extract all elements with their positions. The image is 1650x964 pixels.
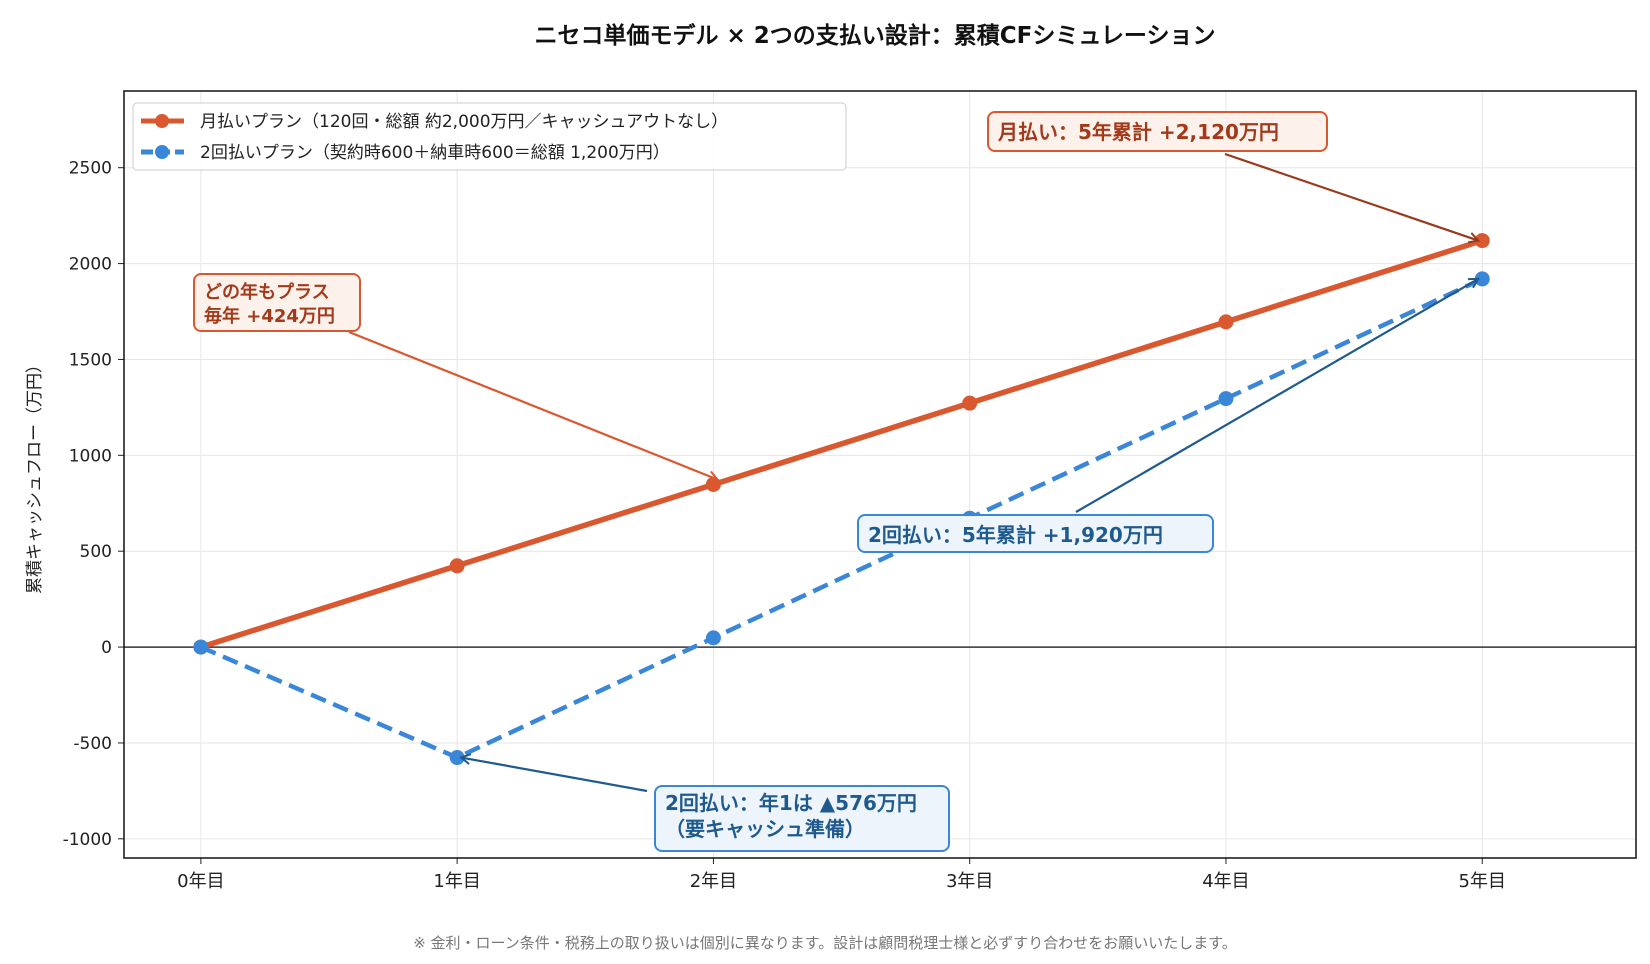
y-tick-label: 0 [101,638,112,658]
series-line-1 [199,276,1484,760]
annotation-arrow [348,330,717,479]
data-point [1218,314,1234,330]
data-point [193,639,209,655]
chart-title: ニセコ単価モデル × 2つの支払い設計：累積CFシミュレーション [535,22,1216,49]
y-tick-label: 2500 [69,159,112,179]
footnote: ※ 金利・ローン条件・税務上の取り扱いは個別に異なります。設計は顧問税理士様と必… [413,934,1237,952]
x-tick-label: 2年目 [690,871,737,892]
series-line-0 [200,237,1484,650]
annotation-box [193,273,361,332]
x-tick-label: 3年目 [946,871,993,892]
x-tick-label: 4年目 [1202,871,1249,892]
y-tick-label: 1000 [69,446,112,466]
y-tick-label: 500 [80,542,112,562]
legend-box [132,102,847,171]
data-point [449,558,465,574]
legend-marker [155,145,169,159]
annotation-box [857,514,1214,553]
y-tick-label: 2000 [69,255,112,275]
y-tick-label: -500 [73,734,112,754]
annotation-arrow [1075,279,1478,513]
annotation-box [654,785,950,852]
y-axis-label: 累積キャッシュフロー（万円） [25,356,45,594]
annotation-text: 毎年 +424万円 [204,305,335,327]
legend-label: 月払いプラン（120回・総額 約2,000万円／キャッシュアウトなし） [200,112,728,132]
annotation-arrow [461,758,648,793]
annotation-arrow [1224,152,1478,241]
x-tick-label: 1年目 [433,871,480,892]
y-tick-label: 1500 [69,350,112,370]
data-point [705,476,721,492]
plot-frame [123,90,1637,859]
annotation-text: （要キャッシュ準備） [665,817,865,841]
annotation-box [987,111,1328,152]
data-point [705,630,721,646]
annotation-text: どの年もプラス [204,281,330,303]
annotation-text: 2回払い：年1は ▲576万円 [665,791,917,815]
annotation-text: 2回払い：5年累計 +1,920万円 [868,523,1163,547]
x-tick-label: 0年目 [177,871,224,892]
y-tick-label: -1000 [63,830,112,850]
legend-label: 2回払いプラン（契約時600＋納車時600＝総額 1,200万円） [200,143,670,163]
legend-marker [155,114,169,128]
x-tick-label: 5年目 [1459,871,1506,892]
data-point [1218,391,1234,407]
data-point [962,395,978,411]
annotation-text: 月払い：5年累計 +2,120万円 [997,120,1279,144]
